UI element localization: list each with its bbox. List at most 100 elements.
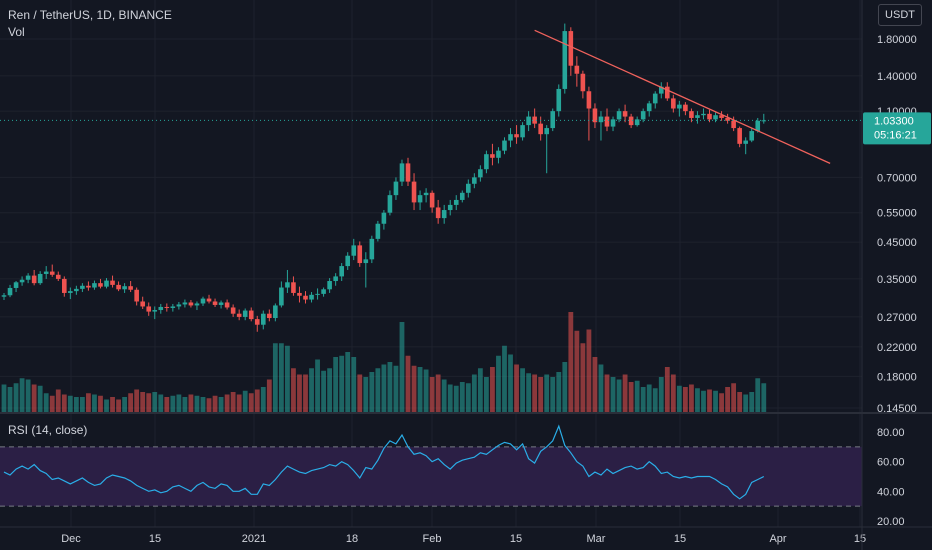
volume-bar bbox=[580, 343, 586, 412]
candle-body bbox=[646, 103, 652, 112]
date-tick-label: Feb bbox=[423, 533, 442, 545]
trendline[interactable] bbox=[534, 29, 831, 164]
candle-body bbox=[152, 310, 158, 312]
volume-bar bbox=[206, 398, 212, 412]
volume-bar bbox=[242, 390, 248, 412]
volume-bar bbox=[164, 397, 170, 412]
candle-body bbox=[285, 282, 290, 288]
candle-body bbox=[616, 111, 622, 120]
rsi-band bbox=[0, 446, 862, 507]
rsi-polyline bbox=[3, 424, 765, 500]
price-tag-countdown: 05:16:21 bbox=[874, 129, 917, 141]
candle-body bbox=[381, 212, 387, 224]
date-tick-label: 15 bbox=[510, 533, 522, 545]
candlesticks[interactable] bbox=[1, 23, 767, 332]
candle-body bbox=[496, 150, 501, 158]
candle-body bbox=[604, 116, 610, 127]
volume-bar bbox=[200, 397, 206, 412]
candle-body bbox=[375, 223, 381, 239]
candle-body bbox=[472, 177, 477, 184]
candle-body bbox=[761, 120, 767, 122]
volume-bar bbox=[689, 384, 694, 412]
candle-body bbox=[122, 286, 127, 290]
volume-bar bbox=[676, 385, 682, 412]
volume-bar bbox=[333, 357, 339, 412]
candle-body bbox=[568, 31, 574, 66]
candle-body bbox=[218, 302, 224, 305]
volume-bar bbox=[272, 343, 278, 412]
candle-body bbox=[212, 301, 218, 305]
volume-bar bbox=[86, 393, 91, 412]
candle-body bbox=[562, 31, 568, 89]
volume-bar bbox=[218, 397, 224, 412]
volume-bar bbox=[544, 374, 550, 412]
price-tick-label: 0.45000 bbox=[877, 237, 917, 249]
rsi-tick-label: 80.00 bbox=[877, 427, 905, 439]
volume-bar bbox=[755, 378, 761, 412]
volume-bar bbox=[532, 374, 538, 412]
candle-body bbox=[544, 128, 549, 135]
candle-body bbox=[224, 302, 230, 308]
candle-body bbox=[236, 313, 242, 317]
rsi-label[interactable]: RSI (14, close) bbox=[8, 423, 88, 437]
candle-body bbox=[556, 88, 562, 112]
volume-bar bbox=[7, 387, 13, 412]
candle-body bbox=[508, 134, 513, 141]
volume-bar bbox=[49, 395, 55, 412]
volume-bar bbox=[285, 345, 290, 412]
candle-body bbox=[267, 313, 272, 319]
rsi-tick-label: 60.00 bbox=[877, 457, 905, 469]
candle-body bbox=[357, 245, 363, 264]
volume-label: Vol bbox=[8, 25, 25, 39]
volume-bar bbox=[701, 390, 706, 412]
volume-bar bbox=[646, 384, 652, 412]
candle-body bbox=[484, 154, 489, 170]
volume-bar bbox=[471, 374, 477, 412]
candle-body bbox=[248, 310, 254, 320]
volume-bar bbox=[761, 383, 767, 412]
volume-bar bbox=[514, 364, 519, 412]
candle-body bbox=[230, 307, 236, 314]
candle-body bbox=[104, 280, 109, 287]
candle-body bbox=[405, 163, 411, 182]
rsi-line bbox=[3, 424, 765, 500]
candle-body bbox=[411, 181, 417, 203]
volume-bar bbox=[73, 397, 79, 412]
price-tick-label: 0.70000 bbox=[877, 172, 917, 184]
price-tick-label: 0.35000 bbox=[877, 274, 917, 286]
candle-body bbox=[1, 295, 7, 297]
candle-body bbox=[622, 111, 628, 117]
volume-bar bbox=[453, 385, 459, 412]
candle-body bbox=[363, 259, 369, 264]
candle-body bbox=[628, 116, 634, 126]
candle-body bbox=[176, 304, 182, 307]
symbol-title[interactable]: Ren / TetherUS, 1D, BINANCE bbox=[8, 8, 172, 22]
volume-bar bbox=[357, 374, 363, 412]
candle-body bbox=[417, 195, 423, 203]
candle-body bbox=[164, 306, 170, 308]
candle-body bbox=[731, 120, 736, 129]
candle-body bbox=[55, 274, 61, 279]
candle-body bbox=[453, 199, 459, 205]
candle-body bbox=[707, 113, 712, 120]
price-tick-label: 1.80000 bbox=[877, 34, 917, 46]
volume-bar bbox=[743, 394, 749, 412]
volume-bar bbox=[55, 389, 61, 412]
candle-body bbox=[634, 119, 640, 126]
volume-bar bbox=[110, 397, 115, 412]
date-tick-label: 15 bbox=[674, 533, 686, 545]
candle-body bbox=[520, 125, 525, 138]
volume-bar bbox=[31, 384, 37, 412]
volume-bar bbox=[429, 377, 435, 412]
volume-bar bbox=[345, 352, 351, 412]
candle-body bbox=[719, 115, 724, 118]
candle-body bbox=[31, 275, 37, 284]
volume-bar bbox=[616, 379, 622, 412]
candle-body bbox=[260, 313, 266, 325]
candle-body bbox=[116, 284, 121, 290]
candle-body bbox=[297, 292, 302, 296]
currency-badge[interactable]: USDT bbox=[878, 4, 922, 26]
volume-bar bbox=[508, 354, 513, 412]
volume-bar bbox=[670, 374, 676, 412]
